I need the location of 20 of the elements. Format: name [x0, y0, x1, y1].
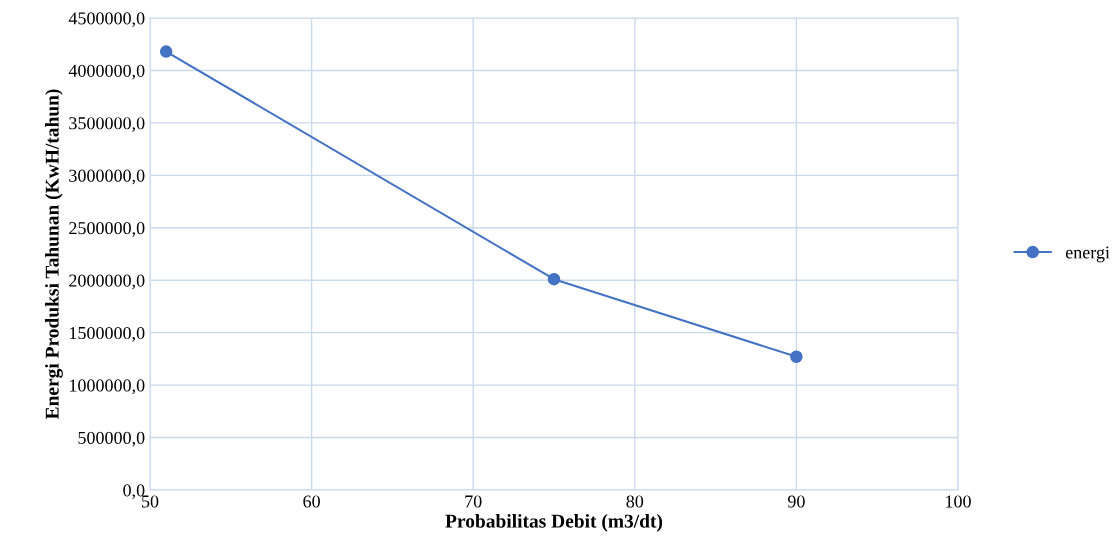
- y-tick-label: 3500000,0: [69, 117, 145, 132]
- y-tick-label: 500000,0: [78, 431, 145, 447]
- legend-label: energi: [1065, 246, 1110, 263]
- x-tick-label: 70: [465, 495, 482, 508]
- x-tick-label: 60: [303, 495, 320, 508]
- y-axis-title: Energi Produksi Tahunan (KwH/tahun): [45, 89, 63, 420]
- x-axis-title: Probabilitas Debit (m3/dt): [445, 514, 663, 532]
- y-tick-label: 2000000,0: [69, 274, 145, 290]
- point: [159, 45, 173, 58]
- x-tick-label: 90: [787, 495, 805, 508]
- y-tick-label: 1000000,0: [69, 379, 145, 395]
- x-tick-label: 100: [946, 495, 971, 508]
- y-tick-label: 2500000,0: [69, 222, 145, 237]
- y-tick-label: 3000000,0: [69, 169, 145, 185]
- y-tick-label: 4000000,0: [68, 64, 145, 80]
- point: [547, 272, 561, 286]
- y-tick-label: 1500000,0: [69, 326, 145, 342]
- point: [790, 350, 803, 364]
- x-tick-label: 80: [626, 495, 644, 508]
- y-tick-label: 4500000,0: [68, 12, 145, 28]
